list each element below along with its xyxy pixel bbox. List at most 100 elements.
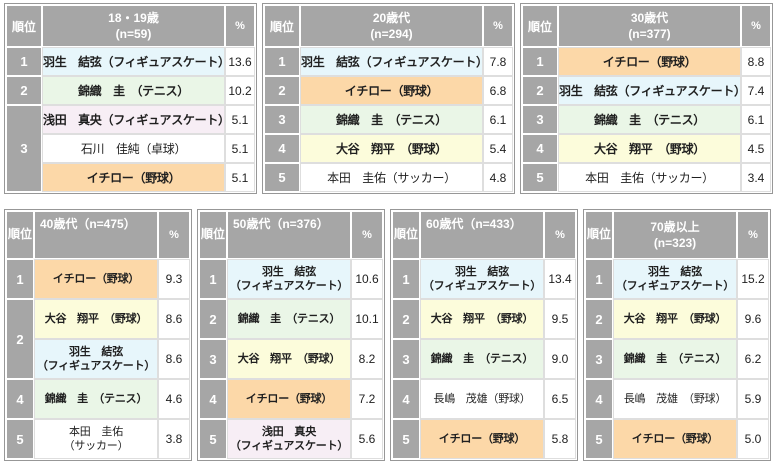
rank-column-header: 順位 <box>393 212 419 258</box>
rank-cell: 1 <box>586 260 612 298</box>
sample-size-label: (n=323) <box>653 236 697 250</box>
athlete-cell: イチロー（野球） <box>301 77 482 104</box>
athlete-cell: 錦織 圭 （テニス） <box>228 300 350 338</box>
athlete-name: 羽生 結弦 <box>262 265 316 278</box>
age-group-header: 60歳代（n=433） <box>421 212 543 258</box>
athlete-cell: 羽生 結弦 （フィギュアスケート） <box>35 340 157 378</box>
table-row: 1 羽生 結弦 （フィギュアスケート） 15.2 <box>586 260 768 298</box>
percent-cell: 15.2 <box>738 260 768 298</box>
athlete-name: 浅田 真央 <box>262 425 316 438</box>
table-row: 石川 佳純（卓球） 5.1 <box>7 135 254 162</box>
athlete-cell: 羽生 結弦 （フィギュアスケート） <box>614 260 736 298</box>
percent-cell: 5.0 <box>738 420 768 458</box>
ranking-table-age-18-19: 順位 18・19歳 (n=59) % 1 羽生 結弦（フィギュアスケート） 13… <box>4 3 257 194</box>
rank-cell: 5 <box>200 420 226 458</box>
percent-cell: 6.8 <box>484 77 512 104</box>
table-row: 5 浅田 真央 （フィギュアスケート） 5.6 <box>200 420 382 458</box>
athlete-cell: 大谷 翔平 （野球） <box>559 135 740 162</box>
rank-cell: 1 <box>7 260 33 298</box>
percent-cell: 5.6 <box>352 420 382 458</box>
table-row: 3 大谷 翔平 （野球） 8.2 <box>200 340 382 378</box>
percent-cell: 4.5 <box>742 135 770 162</box>
ranking-table-age-70plus: 順位 70歳以上 (n=323) % 1 羽生 結弦 （フィギュアスケート） 1… <box>583 209 771 461</box>
age-group-header: 18・19歳 (n=59) <box>43 6 224 46</box>
athlete-name: 羽生 結弦 <box>69 345 123 358</box>
age-tables-row-2: 順位 40歳代（n=475） % 1 イチロー（野球） 9.3 2 大谷 翔平 … <box>4 209 776 461</box>
athlete-cell: 錦織 圭 （テニス） <box>43 77 224 104</box>
header-row: 順位 20歳代 (n=294) % <box>265 6 512 46</box>
athlete-cell: 羽生 結弦 （フィギュアスケート） <box>421 260 543 298</box>
sample-size-label: (n=377) <box>628 27 671 41</box>
rank-cell: 4 <box>200 380 226 418</box>
table-row: 1 羽生 結弦 （フィギュアスケート） 13.4 <box>393 260 575 298</box>
table-row: イチロー（野球） 5.1 <box>7 164 254 191</box>
athlete-cell: 長嶋 茂雄（野球） <box>421 380 543 418</box>
header-row: 順位 60歳代（n=433） % <box>393 212 575 258</box>
percent-cell: 9.6 <box>738 300 768 338</box>
percent-cell: 10.2 <box>226 77 254 104</box>
athlete-cell: 長嶋 茂雄 （野球） <box>614 380 736 418</box>
rank-cell: 3 <box>393 340 419 378</box>
rank-cell: 5 <box>265 164 299 191</box>
percent-column-header: % <box>738 212 768 258</box>
rank-column-header: 順位 <box>586 212 612 258</box>
athlete-cell: イチロー（野球） <box>421 420 543 458</box>
percent-column-header: % <box>484 6 512 46</box>
header-row: 順位 50歳代（n=376） % <box>200 212 382 258</box>
rank-cell: 1 <box>393 260 419 298</box>
percent-cell: 8.2 <box>352 340 382 378</box>
athlete-sport: （フィギュアスケート） <box>422 280 542 292</box>
rank-cell: 5 <box>523 164 557 191</box>
table-row: 4 大谷 翔平 （野球） 5.4 <box>265 135 512 162</box>
table-row: 4 イチロー（野球） 7.2 <box>200 380 382 418</box>
rank-cell: 4 <box>586 380 612 418</box>
athlete-sport: （フィギュアスケート） <box>229 280 349 292</box>
sample-size-label: (n=59) <box>115 27 152 41</box>
percent-cell: 5.1 <box>226 135 254 162</box>
athlete-cell: 羽生 結弦（フィギュアスケート） <box>301 48 482 75</box>
athlete-cell: 大谷 翔平 （野球） <box>421 300 543 338</box>
rank-column-header: 順位 <box>265 6 299 46</box>
athlete-cell: 大谷 翔平 （野球） <box>301 135 482 162</box>
header-row: 順位 40歳代（n=475） % <box>7 212 189 258</box>
percent-column-header: % <box>159 212 189 258</box>
rank-column-header: 順位 <box>7 6 41 46</box>
percent-column-header: % <box>352 212 382 258</box>
athlete-cell: 錦織 圭 （テニス） <box>421 340 543 378</box>
athlete-cell: イチロー（野球） <box>228 380 350 418</box>
athlete-sport: （フィギュアスケート） <box>36 360 156 372</box>
table-row: 2 大谷 翔平 （野球） 8.6 <box>7 300 189 378</box>
age-group-header: 30歳代 (n=377) <box>559 6 740 46</box>
rank-cell: 3 <box>586 340 612 378</box>
rank-cell: 4 <box>393 380 419 418</box>
table-row: 4 錦織 圭 （テニス） 4.6 <box>7 380 189 418</box>
rank-cell: 4 <box>523 135 557 162</box>
percent-cell: 5.8 <box>545 420 575 458</box>
rank-cell: 4 <box>265 135 299 162</box>
athlete-cell: 浅田 真央（フィギュアスケート） <box>43 106 224 133</box>
table-row: 5 本田 圭佑（サッカー） 3.4 <box>523 164 770 191</box>
percent-cell: 6.1 <box>742 106 770 133</box>
percent-column-header: % <box>226 6 254 46</box>
age-group-header: 20歳代 (n=294) <box>301 6 482 46</box>
athlete-name: 羽生 結弦 <box>648 265 702 278</box>
athlete-cell: 大谷 翔平 （野球） <box>228 340 350 378</box>
athlete-cell: イチロー（野球） <box>614 420 736 458</box>
percent-cell: 3.8 <box>159 420 189 458</box>
rank-cell: 5 <box>393 420 419 458</box>
athlete-cell: 羽生 結弦（フィギュアスケート） <box>559 77 740 104</box>
ranking-table-age-50s: 順位 50歳代（n=376） % 1 羽生 結弦 （フィギュアスケート） 10.… <box>197 209 385 461</box>
rank-cell: 2 <box>200 300 226 338</box>
percent-cell: 6.1 <box>484 106 512 133</box>
percent-cell: 8.6 <box>159 300 189 338</box>
rank-cell: 5 <box>586 420 612 458</box>
percent-cell: 6.2 <box>738 340 768 378</box>
table-row: 4 長嶋 茂雄（野球） 6.5 <box>393 380 575 418</box>
percent-cell: 4.6 <box>159 380 189 418</box>
rank-cell: 3 <box>265 106 299 133</box>
table-row: 1 羽生 結弦（フィギュアスケート） 13.6 <box>7 48 254 75</box>
table-row: 3 錦織 圭 （テニス） 6.1 <box>523 106 770 133</box>
age-group-label: 18・19歳 <box>108 10 159 25</box>
percent-cell: 9.5 <box>545 300 575 338</box>
age-group-header: 40歳代（n=475） <box>35 212 157 258</box>
